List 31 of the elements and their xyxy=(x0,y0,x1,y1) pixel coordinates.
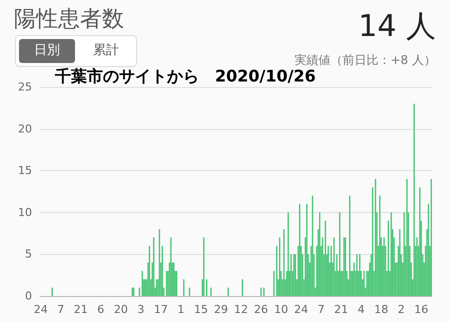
y-tick-label: 5 xyxy=(25,248,32,261)
y-tick-label: 10 xyxy=(18,206,32,219)
x-tick-label: 1 xyxy=(177,303,184,316)
x-tick-label: 20 xyxy=(114,303,128,316)
text: 14 人 xyxy=(358,8,436,46)
x-tick-label: 16 xyxy=(414,303,428,316)
x-tick-label: 6 xyxy=(97,303,104,316)
x-tick-label: 7 xyxy=(318,303,325,316)
x-tick-label: 17 xyxy=(154,303,168,316)
x-tick-label: 15 xyxy=(194,303,208,316)
chart-title: 陽性患者数 xyxy=(14,6,124,34)
x-tick-label: 10 xyxy=(274,303,288,316)
view-toggle: 日別 累計 xyxy=(15,35,137,67)
y-tick-label: 15 xyxy=(18,164,32,178)
text: 千葉市のサイトから 2020/10/26 xyxy=(54,66,316,86)
x-tick-label: 29 xyxy=(214,303,228,316)
x-tick-label: 7 xyxy=(57,303,64,316)
x-tick-label: 21 xyxy=(334,303,348,316)
x-tick-label: 2 xyxy=(398,303,405,316)
y-tick-label: 25 xyxy=(18,80,32,94)
x-tick-label: 12 xyxy=(234,303,248,316)
x-tick-label: 3 xyxy=(137,303,144,316)
x-tick-label: 4 xyxy=(358,303,365,316)
chart-subtitle: 実績値（前日比：+8 人） xyxy=(294,52,436,69)
x-tick-label: 24 xyxy=(34,303,48,316)
x-tick-label: 26 xyxy=(254,303,268,316)
x-tick-label: 24 xyxy=(294,303,308,316)
x-tick-label: 18 xyxy=(374,303,388,316)
y-tick-label: 20 xyxy=(18,122,32,136)
x-tick-label: 21 xyxy=(74,303,88,316)
y-tick-label: 0 xyxy=(25,290,32,302)
